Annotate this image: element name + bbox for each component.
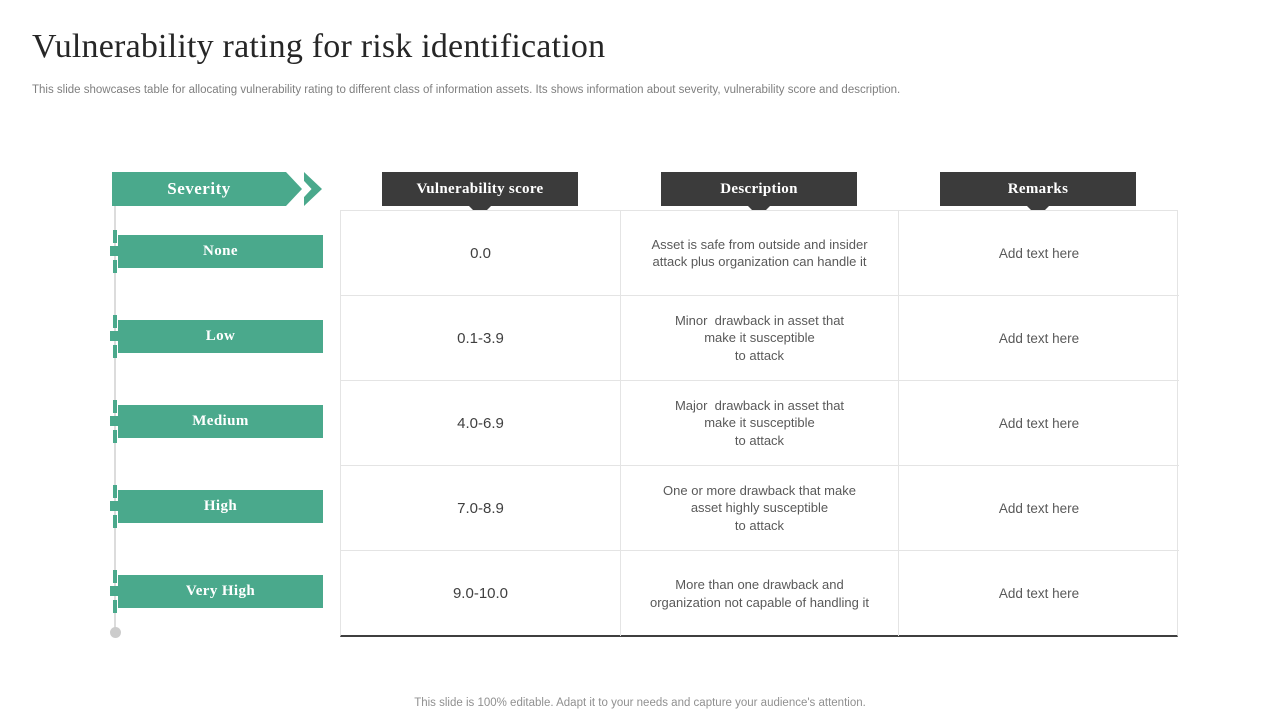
- score-cell: 4.0-6.9: [341, 381, 621, 466]
- severity-level-button-very-high: Very High: [118, 575, 323, 608]
- description-cell: More than one drawback and organization …: [621, 551, 899, 636]
- severity-row-high: High: [0, 485, 340, 528]
- column-header-description: Description: [661, 172, 857, 206]
- severity-level-label: High: [203, 498, 238, 514]
- description-cell: One or more drawback that make asset hig…: [621, 466, 899, 551]
- column-header-vulnerability-score: Vulnerability score: [382, 172, 578, 206]
- page-title: Vulnerability rating for risk identifica…: [32, 28, 606, 65]
- severity-level-button-low: Low: [118, 320, 323, 353]
- description-cell: Major drawback in asset that make it sus…: [621, 381, 899, 466]
- timeline-tick-icon: [113, 485, 117, 498]
- timeline-end-dot: [110, 627, 121, 638]
- score-cell: 0.0: [341, 211, 621, 296]
- severity-row-low: Low: [0, 315, 340, 358]
- severity-level-button-high: High: [118, 490, 323, 523]
- severity-level-label: Low: [205, 328, 236, 344]
- severity-header-banner: Severity: [112, 172, 302, 206]
- remarks-placeholder[interactable]: Add text here: [899, 466, 1179, 551]
- timeline-node-icon: [110, 416, 120, 426]
- timeline-node-icon: [110, 331, 120, 341]
- timeline-node-icon: [110, 246, 120, 256]
- severity-row-medium: Medium: [0, 400, 340, 443]
- score-cell: 9.0-10.0: [341, 551, 621, 636]
- timeline-tick-icon: [113, 515, 117, 528]
- column-header-remarks: Remarks: [940, 172, 1136, 206]
- score-cell: 0.1-3.9: [341, 296, 621, 381]
- severity-level-button-none: None: [118, 235, 323, 268]
- remarks-placeholder[interactable]: Add text here: [899, 381, 1179, 466]
- severity-level-label: None: [203, 243, 238, 259]
- timeline-node-icon: [110, 501, 120, 511]
- remarks-placeholder[interactable]: Add text here: [899, 296, 1179, 381]
- severity-header-label: Severity: [167, 179, 231, 198]
- timeline-tick-icon: [113, 260, 117, 273]
- score-cell: 7.0-8.9: [341, 466, 621, 551]
- timeline-tick-icon: [113, 315, 117, 328]
- remarks-placeholder[interactable]: Add text here: [899, 211, 1179, 296]
- severity-level-label: Very High: [185, 583, 256, 599]
- timeline-tick-icon: [113, 570, 117, 583]
- severity-row-none: None: [0, 230, 340, 273]
- arrow-right-icon: [304, 172, 322, 206]
- description-cell: Asset is safe from outside and insider a…: [621, 211, 899, 296]
- timeline-tick-icon: [113, 345, 117, 358]
- severity-level-label: Medium: [192, 413, 249, 429]
- timeline-node-icon: [110, 586, 120, 596]
- remarks-placeholder[interactable]: Add text here: [998, 586, 1080, 601]
- column-header-label: Description: [720, 180, 798, 197]
- vulnerability-table: 0.0 Asset is safe from outside and insid…: [340, 210, 1179, 637]
- timeline-tick-icon: [113, 400, 117, 413]
- timeline-tick-icon: [113, 230, 117, 243]
- severity-row-very-high: Very High: [0, 570, 340, 613]
- severity-level-button-medium: Medium: [118, 405, 323, 438]
- slide-subtitle: This slide showcases table for allocatin…: [32, 84, 901, 96]
- timeline-tick-icon: [113, 430, 117, 443]
- description-cell: Minor drawback in asset that make it sus…: [621, 296, 899, 381]
- column-header-label: Remarks: [1007, 180, 1069, 197]
- footer-note: This slide is 100% editable. Adapt it to…: [414, 697, 866, 709]
- timeline-tick-icon: [113, 600, 117, 613]
- column-header-label: Vulnerability score: [416, 180, 544, 197]
